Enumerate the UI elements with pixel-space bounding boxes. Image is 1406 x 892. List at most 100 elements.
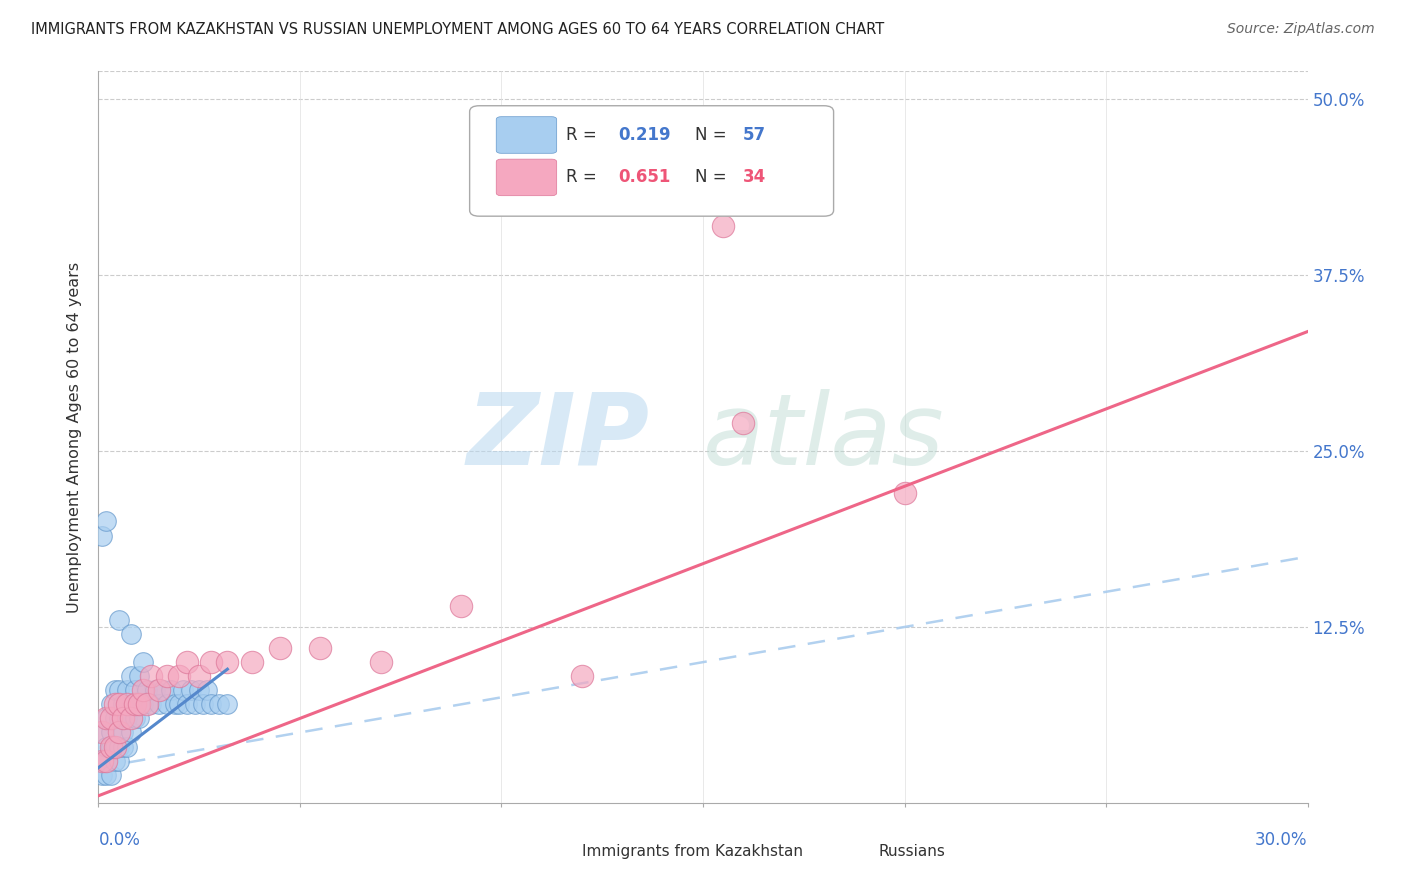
Point: [176, 698, 198, 712]
Point: [115, 711, 138, 725]
Point: [893, 486, 915, 500]
Point: [160, 683, 183, 698]
Point: [217, 655, 239, 669]
Point: [91, 767, 114, 781]
Point: [91, 528, 114, 542]
Point: [100, 698, 122, 712]
Text: R =: R =: [567, 126, 602, 144]
Point: [132, 698, 155, 712]
Point: [124, 698, 146, 712]
Point: [111, 725, 134, 739]
Point: [184, 698, 207, 712]
Text: R =: R =: [567, 169, 602, 186]
Point: [188, 683, 211, 698]
Point: [180, 683, 202, 698]
Point: [111, 739, 134, 754]
Point: [107, 739, 129, 754]
Point: [120, 627, 142, 641]
Point: [172, 683, 194, 698]
FancyBboxPatch shape: [536, 838, 578, 863]
Point: [139, 669, 162, 683]
Point: [269, 641, 291, 656]
Text: N =: N =: [695, 126, 731, 144]
Text: N =: N =: [695, 169, 731, 186]
Point: [120, 725, 142, 739]
Text: 30.0%: 30.0%: [1256, 830, 1308, 848]
Point: [100, 767, 122, 781]
Point: [156, 698, 179, 712]
Point: [124, 711, 146, 725]
Point: [107, 754, 129, 768]
Point: [143, 683, 166, 698]
Point: [96, 515, 118, 529]
Point: [96, 754, 118, 768]
Text: IMMIGRANTS FROM KAZAKHSTAN VS RUSSIAN UNEMPLOYMENT AMONG AGES 60 TO 64 YEARS COR: IMMIGRANTS FROM KAZAKHSTAN VS RUSSIAN UN…: [31, 22, 884, 37]
Point: [103, 739, 125, 754]
Point: [128, 698, 150, 712]
Point: [148, 683, 170, 698]
Point: [188, 669, 211, 683]
Point: [571, 669, 593, 683]
Point: [132, 655, 155, 669]
Text: atlas: atlas: [703, 389, 945, 485]
Point: [96, 739, 118, 754]
Point: [96, 767, 118, 781]
Point: [103, 754, 125, 768]
Point: [167, 698, 190, 712]
Point: [148, 698, 170, 712]
Text: 57: 57: [742, 126, 766, 144]
Point: [124, 683, 146, 698]
Point: [111, 698, 134, 712]
Point: [115, 698, 138, 712]
Text: 0.219: 0.219: [619, 126, 671, 144]
Point: [91, 725, 114, 739]
Point: [96, 711, 118, 725]
Point: [139, 698, 162, 712]
Point: [107, 711, 129, 725]
Text: 0.0%: 0.0%: [98, 830, 141, 848]
Point: [370, 655, 392, 669]
Point: [100, 725, 122, 739]
Point: [100, 711, 122, 725]
Y-axis label: Unemployment Among Ages 60 to 64 years: Unemployment Among Ages 60 to 64 years: [67, 261, 83, 613]
Point: [120, 698, 142, 712]
Point: [100, 739, 122, 754]
Point: [115, 739, 138, 754]
Point: [107, 683, 129, 698]
Point: [156, 669, 179, 683]
Point: [193, 698, 215, 712]
Point: [103, 739, 125, 754]
Point: [120, 711, 142, 725]
Text: Source: ZipAtlas.com: Source: ZipAtlas.com: [1227, 22, 1375, 37]
Point: [96, 754, 118, 768]
Point: [120, 669, 142, 683]
Text: 0.651: 0.651: [619, 169, 671, 186]
FancyBboxPatch shape: [470, 106, 834, 216]
Point: [91, 754, 114, 768]
Point: [100, 739, 122, 754]
Point: [135, 698, 157, 712]
Point: [96, 711, 118, 725]
Point: [195, 683, 218, 698]
FancyBboxPatch shape: [832, 838, 873, 863]
Point: [91, 725, 114, 739]
Point: [200, 698, 222, 712]
Point: [217, 698, 239, 712]
Point: [107, 698, 129, 712]
Point: [163, 698, 186, 712]
Point: [733, 416, 755, 430]
Point: [711, 219, 734, 233]
Point: [450, 599, 472, 613]
Point: [208, 698, 231, 712]
Point: [111, 711, 134, 725]
Point: [107, 613, 129, 627]
Point: [128, 711, 150, 725]
Point: [152, 683, 174, 698]
FancyBboxPatch shape: [496, 117, 557, 153]
Point: [240, 655, 263, 669]
FancyBboxPatch shape: [496, 159, 557, 195]
Point: [167, 669, 190, 683]
Point: [103, 698, 125, 712]
Point: [103, 711, 125, 725]
Point: [103, 683, 125, 698]
